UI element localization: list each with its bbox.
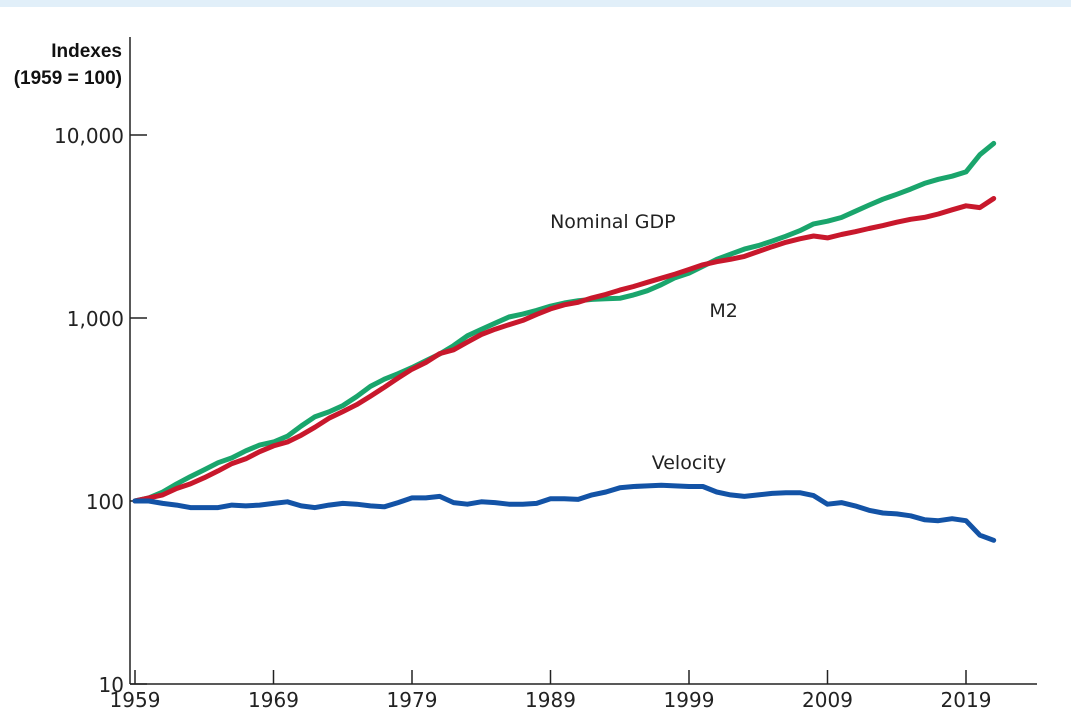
- nominal-gdp-line: [132, 196, 997, 504]
- y-tick-label: 1,000: [67, 307, 124, 331]
- x-tick-label: 2009: [802, 688, 853, 712]
- velocity-label: Velocity: [652, 452, 727, 474]
- series-labels: M2 Nominal GDP Velocity: [550, 211, 738, 474]
- x-tick-label: 1979: [387, 688, 438, 712]
- x-tick-label: 2019: [941, 688, 992, 712]
- y-tick-label: 10: [99, 673, 124, 697]
- axes: 10 100 1,000 10,000 1959 1969 1979 1989 1999 2009…: [54, 37, 1037, 712]
- y-tick-label: 10,000: [54, 124, 124, 148]
- line-chart: Indexes (1959 = 100) 10 100 1,000 10,000 195…: [14, 37, 1037, 712]
- x-tick-label: 1959: [110, 688, 161, 712]
- x-tick-label: 1969: [248, 688, 299, 712]
- y-axis-label-line-2: (1959 = 100): [14, 68, 122, 89]
- m2-label: M2: [709, 300, 737, 322]
- top-accent-bar: [0, 0, 1071, 7]
- velocity-line: [132, 482, 997, 543]
- y-tick-label: 100: [86, 490, 124, 514]
- series-lines: [132, 140, 997, 543]
- nominal-gdp-label: Nominal GDP: [550, 211, 675, 233]
- x-tick-label: 1999: [664, 688, 715, 712]
- x-tick-label: 1989: [525, 688, 576, 712]
- y-axis-label-line-1: Indexes: [51, 41, 122, 62]
